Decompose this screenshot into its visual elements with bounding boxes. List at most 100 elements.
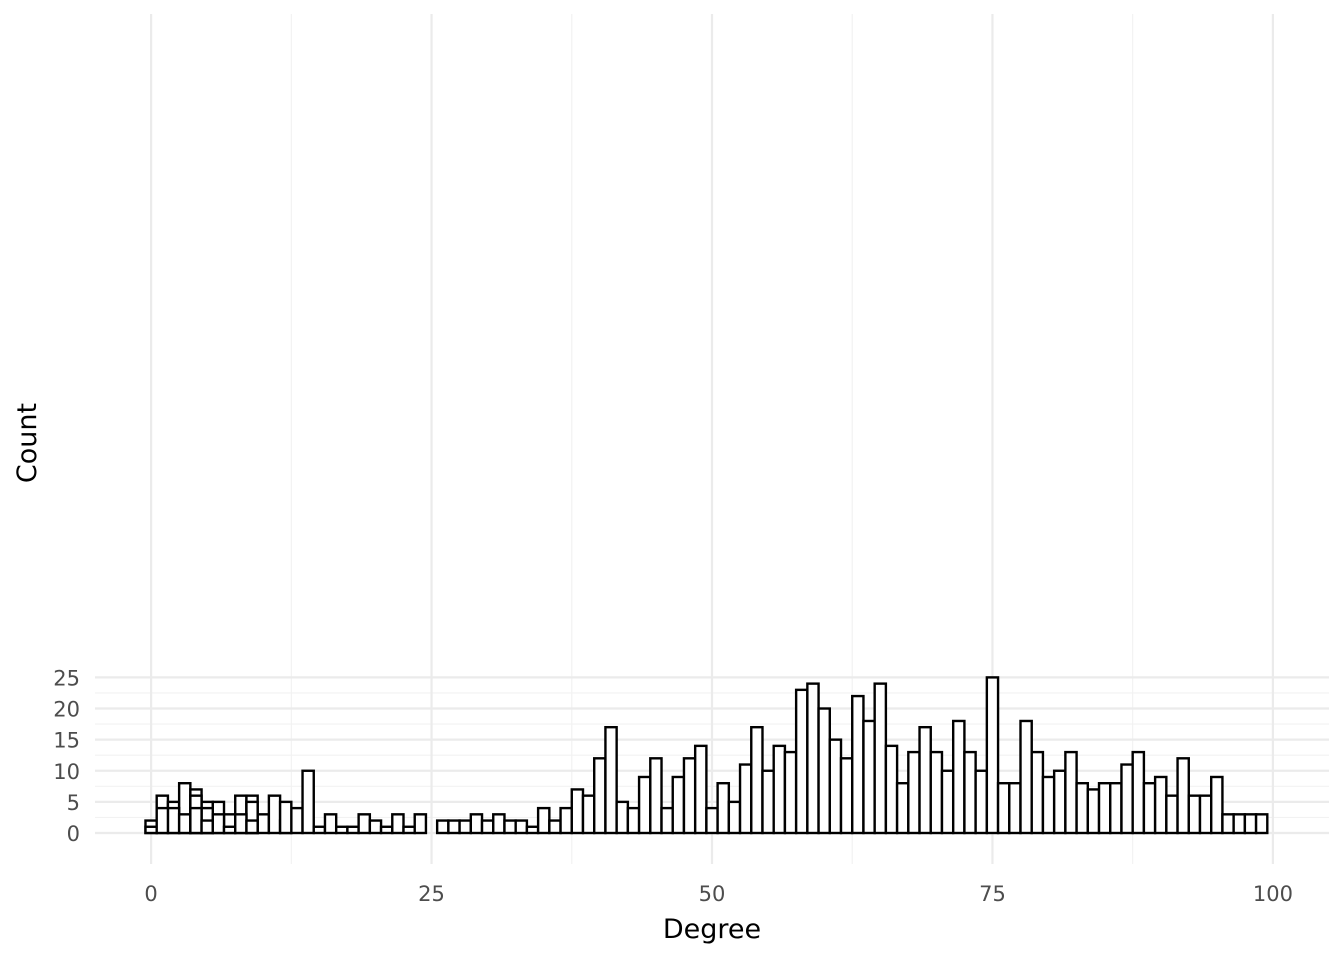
histogram-bar: [503, 819, 517, 835]
histogram-bar: [234, 813, 248, 835]
histogram-bar: [671, 775, 686, 835]
histogram-bar: [918, 725, 932, 835]
histogram-bar: [323, 813, 338, 835]
histogram-bar: [256, 813, 271, 835]
histogram-bar: [357, 813, 372, 835]
histogram-bar: [514, 819, 529, 835]
histogram-bar: [828, 738, 843, 835]
histogram-bar: [570, 788, 585, 835]
histogram-bar: [716, 782, 731, 835]
histogram-bar: [1142, 782, 1157, 835]
histogram-bar: [200, 819, 214, 835]
x-tick-label: 50: [699, 882, 726, 906]
histogram-bar: [144, 825, 158, 835]
histogram-bar: [267, 794, 282, 835]
histogram-bar: [738, 763, 753, 835]
histogram-bar: [278, 800, 293, 835]
histogram-bar: [290, 806, 304, 835]
histogram-bar: [660, 806, 674, 835]
histogram-bar: [873, 682, 888, 835]
histogram-bar: [525, 825, 540, 835]
histogram-bar: [985, 676, 1000, 835]
y-tick-label: 10: [53, 760, 80, 784]
histogram-bar: [211, 813, 226, 835]
histogram-bar: [480, 819, 495, 835]
histogram-bar: [851, 694, 865, 835]
histogram-bar: [301, 769, 315, 835]
histogram-bar: [727, 800, 742, 835]
histogram-bar: [1064, 750, 1078, 835]
histogram-bar: [626, 806, 641, 835]
histogram-bar: [492, 813, 506, 835]
histogram-bar: [761, 769, 775, 835]
histogram-bar: [469, 813, 484, 835]
histogram-bar: [884, 744, 899, 835]
histogram-bar: [1243, 813, 1258, 835]
histogram-bar: [996, 782, 1011, 835]
histogram-bar: [907, 750, 921, 835]
tick-labels: 0 25 50 75 100 0 5 10 15 20 25: [53, 666, 1293, 906]
grid-lines: [95, 14, 1329, 864]
histogram-bar: [1120, 763, 1134, 835]
histogram-bar: [963, 750, 977, 835]
x-tick-label: 75: [979, 882, 1006, 906]
histogram-bar: [1176, 757, 1190, 835]
histogram-bar: [166, 806, 181, 835]
histogram-bar: [312, 825, 327, 835]
histogram-bar: [615, 800, 630, 835]
x-tick-label: 100: [1253, 882, 1293, 906]
histogram-bar: [379, 825, 394, 835]
histogram-bar: [1086, 788, 1101, 835]
histogram-bar: [1075, 782, 1090, 835]
histogram-bar: [783, 750, 798, 835]
histogram-bar: [435, 819, 450, 835]
x-tick-label: 0: [144, 882, 157, 906]
histogram-bar: [581, 794, 596, 835]
histogram-bar: [1109, 782, 1123, 835]
histogram-bar: [750, 725, 764, 835]
histogram-bar: [334, 825, 349, 835]
histogram-bar: [1131, 750, 1146, 835]
histogram-bar: [1052, 769, 1067, 835]
histogram-bars: [144, 676, 1269, 835]
y-tick-label: 20: [53, 698, 80, 722]
histogram-bar: [368, 819, 383, 835]
histogram-bar: [1019, 719, 1033, 835]
histogram-bar: [1198, 794, 1213, 835]
histogram-bar: [1232, 813, 1247, 835]
histogram-bar: [649, 757, 663, 835]
y-axis-title: Count: [12, 403, 43, 483]
histogram-bar: [1030, 750, 1045, 835]
y-tick-label: 0: [67, 822, 80, 846]
histogram-bar: [862, 719, 876, 835]
histogram-bar: [346, 825, 360, 835]
histogram-bar: [559, 806, 573, 835]
histogram-bar: [895, 782, 910, 835]
histogram-bar: [1210, 775, 1224, 835]
histogram-bar: [1254, 813, 1269, 835]
histogram-bar: [402, 825, 416, 835]
x-tick-label: 25: [418, 882, 445, 906]
histogram-bar: [817, 707, 831, 835]
y-tick-label: 5: [67, 791, 80, 815]
x-axis-title: Degree: [663, 914, 761, 945]
histogram-bar: [548, 819, 562, 835]
histogram-bar: [447, 819, 461, 835]
histogram-bar: [1008, 782, 1022, 835]
histogram-bar: [637, 775, 652, 835]
histogram-bar: [391, 813, 405, 835]
histogram-bar: [1153, 775, 1168, 835]
histogram-bar: [951, 719, 966, 835]
histogram-bar: [940, 769, 955, 835]
histogram-bar: [839, 757, 854, 835]
histogram-bar: [177, 813, 192, 835]
histogram-bar: [413, 813, 428, 835]
histogram-bar: [536, 806, 551, 835]
histogram-bar: [593, 757, 607, 835]
histogram-bar: [604, 725, 618, 835]
y-tick-label: 15: [53, 729, 80, 753]
histogram-bar: [682, 757, 697, 835]
histogram-bar: [794, 688, 809, 835]
